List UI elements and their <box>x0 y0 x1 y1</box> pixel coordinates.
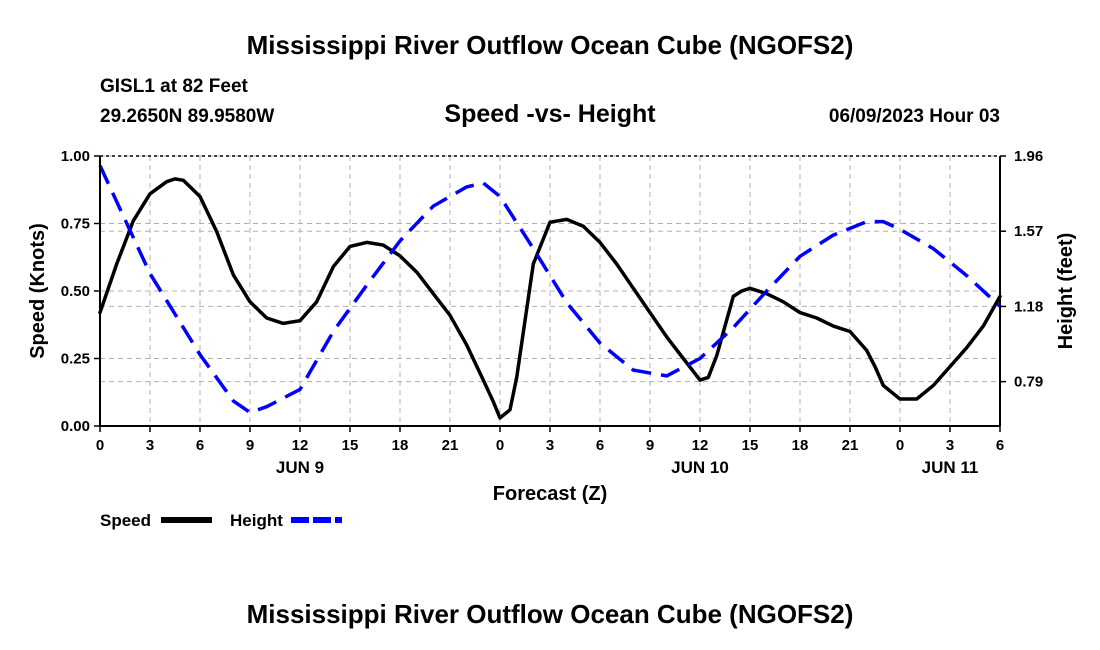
station-coordinates: 29.2650N 89.9580W <box>100 106 275 127</box>
x-tick-label: 12 <box>692 437 709 454</box>
legend-label-height: Height <box>230 511 283 530</box>
x-tick-label: 12 <box>292 437 309 454</box>
legend-label-speed: Speed <box>100 511 151 530</box>
y-tick-label: 0.00 <box>61 418 90 435</box>
x-tick-label: 3 <box>546 437 554 454</box>
page-title: Mississippi River Outflow Ocean Cube (NG… <box>246 30 854 60</box>
legend: Speed Height <box>100 511 342 530</box>
x-tick-label: 6 <box>596 437 604 454</box>
day-label: JUN 10 <box>671 458 729 477</box>
x-tick-label: 0 <box>96 437 104 454</box>
x-tick-label: 0 <box>496 437 504 454</box>
x-axis-title: Forecast (Z) <box>493 483 607 505</box>
y2-tick-label: 1.57 <box>1014 223 1043 240</box>
y-tick-label: 0.50 <box>61 283 90 300</box>
x-tick-label: 6 <box>996 437 1004 454</box>
x-tick-label: 0 <box>896 437 904 454</box>
x-tick-label: 9 <box>246 437 254 454</box>
day-label: JUN 11 <box>922 458 979 477</box>
y2-tick-label: 1.18 <box>1014 298 1043 315</box>
grid <box>100 155 1000 427</box>
x-tick-label: 15 <box>342 437 359 454</box>
x-tick-label: 18 <box>392 437 409 454</box>
x-tick-label: 15 <box>742 437 759 454</box>
x-tick-label: 3 <box>946 437 954 454</box>
x-tick-label: 21 <box>842 437 859 454</box>
x-tick-label: 3 <box>146 437 154 454</box>
series-line-speed <box>98 177 1002 420</box>
axes <box>94 155 1006 432</box>
series-layer <box>98 164 1002 420</box>
x-tick-label: 18 <box>792 437 809 454</box>
y2-axis-title: Height (feet) <box>1055 233 1077 350</box>
x-tick-label: 21 <box>442 437 459 454</box>
y-tick-label: 0.75 <box>61 216 90 233</box>
forecast-timestamp: 06/09/2023 Hour 03 <box>828 106 1000 127</box>
x-tick-label: 6 <box>196 437 204 454</box>
y-tick-label: 1.00 <box>61 148 90 165</box>
footer-title: Mississippi River Outflow Ocean Cube (NG… <box>246 599 854 629</box>
y-axis-title: Speed (Knots) <box>27 223 49 359</box>
y-tick-label: 0.25 <box>61 351 90 368</box>
series-line-height <box>98 164 1002 415</box>
station-label: GISL1 at 82 Feet <box>100 76 248 97</box>
x-tick-label: 9 <box>646 437 654 454</box>
y2-tick-label: 1.96 <box>1014 148 1043 165</box>
axis-labels: 0 3 6 9 12 15 18 21 0 3 6 9 12 15 18 21 0 3 6 JUN 9 JUN 10 JU… <box>27 148 1077 505</box>
y2-tick-label: 0.79 <box>1014 374 1043 391</box>
day-label: JUN 9 <box>276 458 324 477</box>
chart-title: Speed -vs- Height <box>444 100 656 128</box>
